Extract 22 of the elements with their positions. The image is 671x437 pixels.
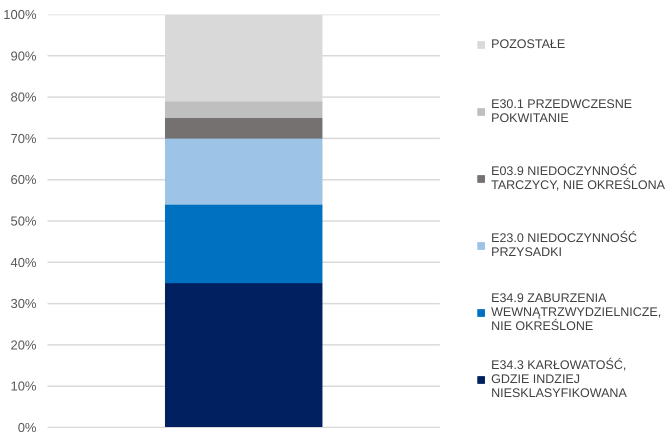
y-tick-label: 60% [10, 172, 37, 188]
legend-label: E34.3 KARŁOWATOŚĆ, GDZIE INDZIEJ NIESKLASYFIKOWANA [491, 356, 627, 402]
y-tick-label: 50% [10, 214, 37, 228]
bar [164, 204, 322, 284]
y-tick-label: 10% [10, 378, 37, 394]
y-tick-label: 90% [10, 48, 37, 64]
y-tick-label: 70% [10, 130, 37, 146]
legend-label: E30.1 PRZEDWCZESNE POKWITANIE [491, 96, 632, 127]
y-tick-label: 30% [10, 296, 37, 312]
y-tick-label: 0% [18, 420, 37, 435]
bar [164, 138, 322, 205]
y-tick-label: 20% [10, 337, 37, 352]
y-tick-label: 100% [3, 7, 37, 22]
legend-label: POZOSTAŁE [491, 36, 566, 53]
y-tick-label: 40% [10, 254, 37, 270]
legend-label: E03.9 NIEDOCZYNNOŚĆ TARCZYCY, NIE OKREŚLONA [491, 162, 665, 194]
legend-label: E23.0 NIEDOCZYNNOŚĆ PRZYSADKI [491, 230, 637, 261]
y-tick-label: 80% [10, 90, 37, 105]
legend-label: E34.9 ZABURZENIA WEWNĄTRZWYDZIELNICZE, NIE OKREŚLONE [491, 290, 662, 335]
bar [164, 118, 322, 139]
bar [164, 282, 322, 428]
bar [164, 100, 322, 118]
